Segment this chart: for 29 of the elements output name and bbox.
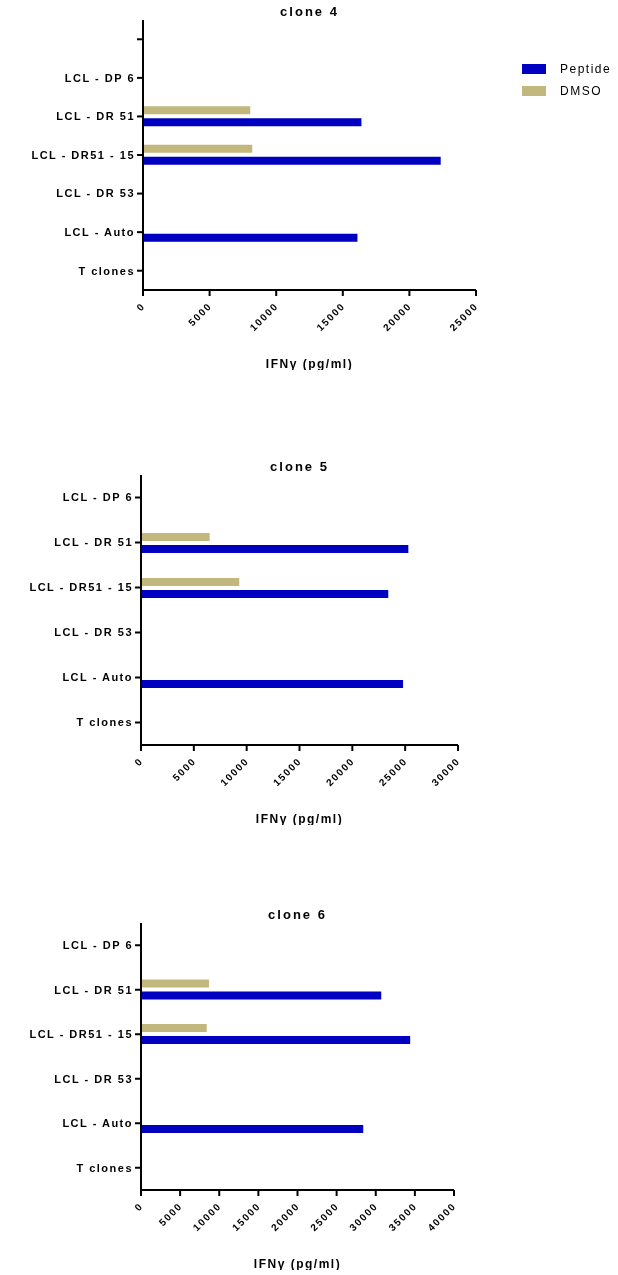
y-tick-label: LCL - DP 6 <box>64 71 135 84</box>
y-tick-label: LCL - DR 51 <box>54 536 133 549</box>
x-axis-title: IFNγ (pg/ml) <box>265 357 354 371</box>
legend-label: Peptide <box>560 62 612 76</box>
y-tick-label: LCL - DR51 - 15 <box>29 1028 133 1041</box>
y-tick-label: LCL - DR 51 <box>54 983 133 996</box>
y-tick-label: LCL - DR 51 <box>56 110 135 123</box>
y-tick-label: T clones <box>78 264 135 277</box>
y-tick-label: LCL - DR51 - 15 <box>29 581 133 594</box>
y-tick-label: LCL - Auto <box>62 671 133 684</box>
y-tick-label: LCL - DR 53 <box>56 187 135 200</box>
legend-label: DMSO <box>560 84 602 98</box>
x-axis-title: IFNγ (pg/ml) <box>255 812 344 826</box>
y-tick-label: LCL - DP 6 <box>62 491 133 504</box>
y-tick-label: LCL - DR 53 <box>54 1072 133 1085</box>
y-tick-label: LCL - Auto <box>62 1117 133 1130</box>
y-tick-label: LCL - DR51 - 15 <box>31 148 135 161</box>
y-tick-label: LCL - Auto <box>64 226 135 239</box>
y-tick-label: T clones <box>76 716 133 729</box>
x-tick-label: 0 <box>132 1200 146 1214</box>
chart-title: clone 5 <box>269 459 330 474</box>
y-tick-label: LCL - DP 6 <box>62 939 133 952</box>
y-tick-label: LCL - DR 53 <box>54 626 133 639</box>
x-axis-title: IFNγ (pg/ml) <box>253 1257 342 1271</box>
y-tick-label: T clones <box>76 1161 133 1174</box>
chart-title: clone 4 <box>279 4 340 19</box>
x-tick-label: 0 <box>132 755 146 769</box>
x-tick-label: 0 <box>134 300 148 314</box>
chart-title: clone 6 <box>267 907 328 922</box>
